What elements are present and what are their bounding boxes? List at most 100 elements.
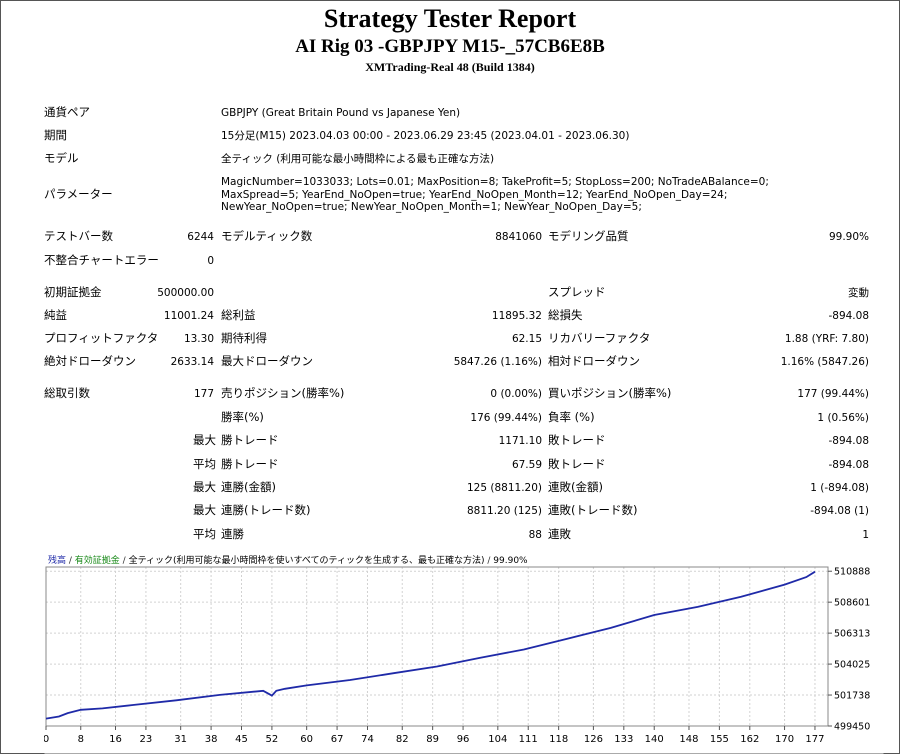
max-cons-loss-amt-label: 連敗(金額) bbox=[548, 480, 603, 494]
avg-loss-label: 敗トレード bbox=[548, 457, 606, 471]
abs-dd-label: 絶対ドローダウン bbox=[44, 354, 136, 368]
largest-loss-label: 敗トレード bbox=[548, 433, 606, 447]
x-tick-label: 52 bbox=[266, 734, 279, 745]
recovery-label: リカバリーファクタ bbox=[548, 331, 651, 345]
x-tick-label: 38 bbox=[205, 734, 218, 745]
x-tick-label: 82 bbox=[396, 734, 409, 745]
legend-model: 全ティック(利用可能な最小時間枠を使いすべてのティックを生成する、最も正確な方法… bbox=[129, 554, 485, 566]
winrate-value: 176 (99.44%) bbox=[470, 412, 542, 424]
total-trades-value: 177 bbox=[193, 388, 214, 400]
x-tick-label: 118 bbox=[549, 734, 568, 745]
avg-cons-prefix: 平均 bbox=[193, 527, 216, 541]
avg-loss-value: -894.08 bbox=[828, 459, 869, 471]
y-tick-label: 510888 bbox=[834, 567, 870, 578]
average-prefix: 平均 bbox=[193, 457, 216, 471]
y-tick-label: 506313 bbox=[834, 629, 870, 640]
legend-sep: / bbox=[120, 556, 129, 566]
max-cons-loss-amt-value: 1 (-894.08) bbox=[810, 482, 869, 494]
quality-value: 99.90% bbox=[828, 231, 869, 243]
x-tick-label: 74 bbox=[361, 734, 374, 745]
ticks-value: 8841060 bbox=[495, 231, 542, 243]
model-label: モデル bbox=[44, 151, 79, 165]
plot-border bbox=[45, 566, 829, 727]
balance-line bbox=[45, 570, 816, 720]
expected-label: 期待利得 bbox=[221, 331, 267, 345]
largest-prefix: 最大 bbox=[193, 433, 216, 447]
max-cons-cnt-prefix: 最大 bbox=[193, 503, 216, 517]
x-tick-label: 31 bbox=[174, 734, 187, 745]
x-tick-label: 16 bbox=[109, 734, 122, 745]
max-cons-loss-cnt-label: 連敗(トレード数) bbox=[548, 503, 638, 517]
avg-cons-win-label: 連勝 bbox=[221, 527, 244, 541]
lossrate-label: 負率 (%) bbox=[548, 410, 595, 424]
quality-label: モデリング品質 bbox=[548, 229, 629, 243]
legend-equity: 有効証拠金 bbox=[75, 554, 120, 566]
server-build: XMTrading-Real 48 (Build 1384) bbox=[365, 60, 535, 74]
max-cons-win-amt-label: 連勝(金額) bbox=[221, 480, 276, 494]
y-axis-ticks: 510888 508601 506313 504025 501738 499450 bbox=[828, 567, 870, 733]
x-tick-label: 170 bbox=[775, 734, 794, 745]
symbol-label: 通貨ペア bbox=[44, 105, 90, 119]
gross-profit-value: 11895.32 bbox=[491, 310, 542, 322]
symbol-value: GBPJPY (Great Britain Pound vs Japanese … bbox=[221, 107, 461, 119]
x-tick-label: 67 bbox=[331, 734, 344, 745]
avg-cons-win-value: 88 bbox=[528, 529, 542, 541]
legend-balance: 残高 bbox=[48, 554, 66, 566]
max-cons-loss-cnt-value: -894.08 (1) bbox=[810, 505, 869, 517]
winrate-label: 勝率(%) bbox=[221, 410, 264, 424]
spread-value: 変動 bbox=[848, 287, 869, 299]
avg-win-label: 勝トレード bbox=[221, 457, 279, 471]
x-tick-label: 0 bbox=[44, 734, 49, 745]
rel-dd-value: 1.16% (5847.26) bbox=[780, 356, 869, 368]
chart-legend: 残高 / 有効証拠金 / 全ティック(利用可能な最小時間枠を使いすべてのティック… bbox=[48, 554, 528, 566]
x-tick-label: 89 bbox=[426, 734, 439, 745]
x-tick-label: 23 bbox=[140, 734, 153, 745]
chart-series bbox=[45, 570, 816, 720]
y-tick-label: 501738 bbox=[834, 691, 870, 702]
expected-value: 62.15 bbox=[511, 333, 542, 345]
y-tick-label: 499450 bbox=[834, 722, 870, 733]
period-label: 期間 bbox=[44, 128, 67, 142]
long-label: 買いポジション(勝率%) bbox=[548, 386, 672, 400]
largest-win-value: 1171.10 bbox=[498, 435, 542, 447]
y-tick-label: 504025 bbox=[834, 660, 870, 671]
gross-loss-value: -894.08 bbox=[828, 310, 869, 322]
largest-loss-value: -894.08 bbox=[828, 435, 869, 447]
max-dd-value: 5847.26 (1.16%) bbox=[453, 356, 542, 368]
max-cons-win-cnt-value: 8811.20 (125) bbox=[467, 505, 542, 517]
x-tick-label: 133 bbox=[614, 734, 633, 745]
x-axis-ticks: 0 8 16 23 31 38 45 52 60 67 74 82 89 96 104 111 118 126 13… bbox=[44, 726, 825, 745]
x-tick-label: 111 bbox=[519, 734, 538, 745]
total-trades-label: 総取引数 bbox=[44, 386, 90, 400]
y-tick-label: 508601 bbox=[834, 598, 870, 609]
x-tick-label: 45 bbox=[235, 734, 248, 745]
x-tick-label: 140 bbox=[645, 734, 664, 745]
params-label: パラメーター bbox=[44, 187, 113, 201]
avg-cons-loss-label: 連敗 bbox=[548, 527, 571, 541]
gross-loss-label: 総損失 bbox=[548, 308, 583, 322]
spread-label: スプレッド bbox=[548, 285, 606, 299]
pf-value: 13.30 bbox=[183, 333, 214, 345]
lossrate-value: 1 (0.56%) bbox=[817, 412, 869, 424]
x-tick-label: 155 bbox=[710, 734, 729, 745]
pf-label: プロフィットファクタ bbox=[44, 331, 159, 345]
model-value: 全ティック (利用可能な最小時間枠による最も正確な方法) bbox=[221, 153, 495, 165]
recovery-value: 1.88 (YRF: 7.80) bbox=[784, 333, 869, 345]
report-subtitle: AI Rig 03 -GBPJPY M15-_57CB6E8B bbox=[295, 36, 605, 57]
max-cons-win-cnt-label: 連勝(トレード数) bbox=[221, 503, 311, 517]
deposit-value: 500000.00 bbox=[157, 287, 214, 299]
x-tick-label: 104 bbox=[488, 734, 507, 745]
max-cons-amt-prefix: 最大 bbox=[193, 480, 216, 494]
legend-quality: 99.90% bbox=[493, 556, 528, 566]
x-tick-label: 96 bbox=[457, 734, 470, 745]
report-title: Strategy Tester Report bbox=[323, 4, 577, 33]
mismatch-label: 不整合チャートエラー bbox=[44, 253, 159, 267]
x-tick-label: 148 bbox=[679, 734, 698, 745]
legend-sep: / bbox=[485, 556, 494, 566]
x-tick-label: 126 bbox=[584, 734, 603, 745]
chart-background bbox=[44, 549, 884, 754]
max-dd-label: 最大ドローダウン bbox=[221, 354, 313, 368]
ticks-label: モデルティック数 bbox=[221, 229, 313, 243]
abs-dd-value: 2633.14 bbox=[170, 356, 214, 368]
x-tick-label: 60 bbox=[300, 734, 313, 745]
